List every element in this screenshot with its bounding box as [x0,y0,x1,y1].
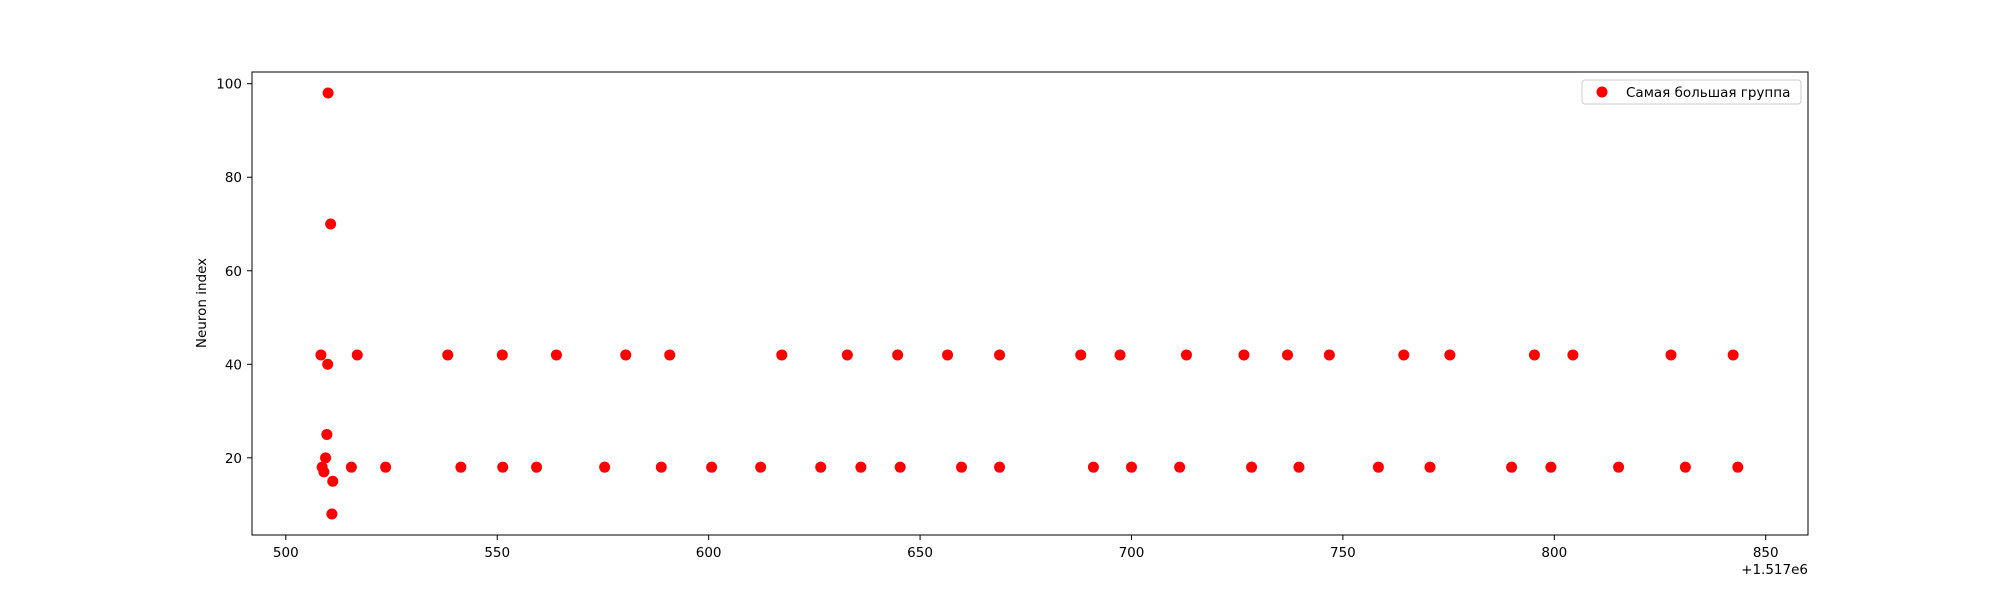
data-point [326,508,338,520]
data-point [320,452,332,464]
x-tick-label: 800 [1541,545,1567,561]
data-point [322,87,334,99]
x-tick-label: 750 [1330,545,1356,561]
data-point [321,428,333,440]
data-point [497,461,509,473]
y-tick-label: 40 [225,357,242,373]
data-point [1567,349,1579,361]
legend-marker [1596,86,1608,98]
data-point [1114,349,1126,361]
x-axis: 500 550 600 650 700 750 800 850 [273,535,1779,561]
y-axis: 20 40 60 80 100 [216,77,252,467]
y-axis-label: Neuron index [194,258,210,348]
data-point [994,349,1006,361]
data-points [315,87,1744,520]
data-point [1732,461,1744,473]
data-point [550,349,562,361]
data-point [380,461,392,473]
legend-label: Самая большая группа [1626,85,1790,101]
data-point [322,358,334,370]
y-tick-label: 100 [216,77,242,93]
y-tick-label: 60 [225,264,242,280]
data-point [1246,461,1258,473]
x-axis-offset-label: +1.517e6 [1741,562,1808,578]
data-point [1180,349,1192,361]
data-point [455,461,467,473]
data-point [894,461,906,473]
data-point [1727,349,1739,361]
data-point [1506,461,1518,473]
data-point [892,349,904,361]
data-point [1323,349,1335,361]
data-point [655,461,667,473]
data-point [599,461,611,473]
data-point [315,349,327,361]
data-point [755,461,767,473]
x-tick-label: 650 [907,545,933,561]
x-tick-label: 700 [1119,545,1145,561]
data-point [994,461,1006,473]
data-point [815,461,827,473]
data-point [1282,349,1294,361]
data-point [531,461,543,473]
legend-box [1581,79,1802,105]
data-point [318,466,330,478]
data-point [956,461,968,473]
data-point [1545,461,1557,473]
data-point [327,475,339,487]
data-point [1075,349,1087,361]
data-point [1528,349,1540,361]
data-point [664,349,676,361]
data-point [776,349,788,361]
data-point [706,461,718,473]
y-tick-label: 20 [225,451,242,467]
data-point [1679,461,1691,473]
data-point [351,349,363,361]
data-point [1444,349,1456,361]
data-point [1174,461,1186,473]
data-point [442,349,454,361]
legend: Самая большая группа [1581,79,1802,105]
data-point [1372,461,1384,473]
data-point [1125,461,1137,473]
data-point [325,218,337,230]
data-point [1293,461,1305,473]
data-point [1238,349,1250,361]
data-point [620,349,632,361]
y-tick-label: 80 [225,170,242,186]
x-tick-label: 600 [696,545,722,561]
plot-area-frame [251,71,1809,536]
data-point [1087,461,1099,473]
data-point [345,461,357,473]
data-point [841,349,853,361]
x-tick-label: 500 [273,545,299,561]
data-point [1398,349,1410,361]
x-tick-label: 550 [484,545,510,561]
data-point [496,349,508,361]
data-point [1613,461,1625,473]
data-point [855,461,867,473]
x-tick-label: 850 [1753,545,1779,561]
data-point [942,349,954,361]
data-point [1665,349,1677,361]
data-point [1424,461,1436,473]
